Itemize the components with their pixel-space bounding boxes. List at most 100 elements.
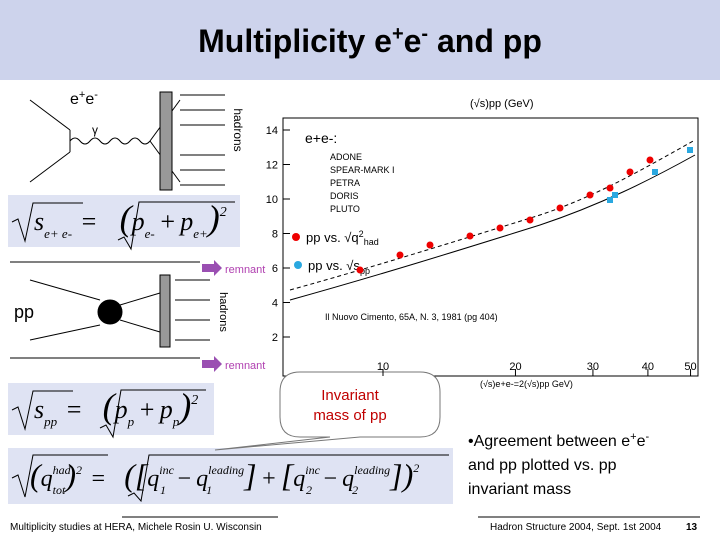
y-tick-label: 6 xyxy=(272,263,278,275)
plot-axis-title: (√s)pp (GeV) xyxy=(470,98,534,110)
t: ] xyxy=(243,457,256,493)
decor-point xyxy=(466,232,474,240)
y-tick-label: 12 xyxy=(266,160,278,172)
t: inc xyxy=(305,463,320,477)
footer-right: Hadron Structure 2004, Sept. 1st 2004 xyxy=(490,522,662,533)
t: = xyxy=(90,466,106,492)
sqrt xyxy=(99,389,206,439)
fit-curve xyxy=(289,154,696,301)
t: q xyxy=(196,466,208,492)
t: ( xyxy=(30,457,43,493)
bullet-line: and pp plotted vs. pp xyxy=(468,457,617,474)
hadrons: hadrons xyxy=(231,108,245,151)
title: Multiplicity e+e- and pp xyxy=(198,23,542,59)
decor-point xyxy=(687,147,693,153)
y-tick-label: 8 xyxy=(272,229,278,241)
arrow xyxy=(202,260,222,276)
plot-x-title: (√s)e+e-=2(√s)pp GeV) xyxy=(480,379,573,389)
page-number: 13 xyxy=(686,522,698,533)
t: pp xyxy=(360,266,370,276)
t: q xyxy=(293,466,305,492)
t: inc xyxy=(159,463,174,477)
t: 2 xyxy=(359,229,364,239)
t: ]) xyxy=(389,457,413,493)
t: s xyxy=(34,395,44,424)
remnant: remnant xyxy=(225,264,265,276)
t: 2 xyxy=(76,463,82,477)
fit-curve xyxy=(289,139,696,291)
legend-item: SPEAR-MARK I xyxy=(330,165,395,175)
decor-point xyxy=(606,184,614,192)
t: had xyxy=(364,237,379,247)
t: e+ xyxy=(193,226,208,241)
t: p xyxy=(127,414,135,429)
legend-item: ADONE xyxy=(330,152,362,162)
formula-ee: se+ e- = (pe- + pe+)2 xyxy=(34,198,227,241)
feynman-pp xyxy=(10,261,210,359)
t: ([ xyxy=(124,457,149,493)
t: 2 xyxy=(413,461,419,475)
t: + xyxy=(159,207,177,236)
decor-point xyxy=(586,191,594,199)
t: [ xyxy=(281,457,295,493)
decor-point xyxy=(526,216,534,224)
ee-label: e+e- xyxy=(70,89,98,108)
decor-point xyxy=(607,197,613,203)
t: 2 xyxy=(306,483,312,497)
y-tick-label: 4 xyxy=(272,298,278,310)
decor-point xyxy=(426,241,434,249)
t: e xyxy=(85,91,94,108)
t: q xyxy=(41,466,53,492)
legend-item: DORIS xyxy=(330,191,359,201)
citation: Il Nuovo Cimento, 65A, N. 3, 1981 (pg 40… xyxy=(325,312,498,322)
t: q xyxy=(147,466,159,492)
t: + xyxy=(138,395,156,424)
t: p xyxy=(178,207,193,236)
t: Multiplicity e xyxy=(198,23,392,59)
t: •Agreement between e xyxy=(468,433,630,450)
feynman-ee xyxy=(29,91,225,191)
t: pp vs. √s xyxy=(308,258,360,273)
formula-box xyxy=(8,195,240,247)
t: s xyxy=(34,207,44,236)
t: e+ e- xyxy=(44,226,72,241)
t: pp xyxy=(43,414,58,429)
x-tick-label: 30 xyxy=(587,361,599,373)
t: tot xyxy=(53,483,66,497)
t: 2 xyxy=(352,483,358,497)
t: p xyxy=(172,414,180,429)
callout-line: mass of pp xyxy=(313,407,386,424)
t: p xyxy=(113,395,128,424)
plot xyxy=(282,117,699,377)
formula-box xyxy=(8,448,453,504)
t: 1 xyxy=(160,483,166,497)
footer-left: Multiplicity studies at HERA, Michele Ro… xyxy=(10,522,262,533)
decor-point xyxy=(496,224,504,232)
formula-q: (qhad tot)2 = ([qinc 1− qleading 1] + [qinc 2− qle… xyxy=(30,457,419,497)
plot-frame xyxy=(282,117,699,377)
gamma: γ xyxy=(92,123,98,137)
x-tick-label: 10 xyxy=(377,361,389,373)
hadrons: hadrons xyxy=(217,292,229,332)
t: e xyxy=(404,23,422,59)
t: e- xyxy=(145,226,155,241)
title-band xyxy=(0,0,720,80)
t: - xyxy=(421,23,428,45)
t: pp vs. √q xyxy=(306,230,359,245)
y-tick-label: 10 xyxy=(266,194,278,206)
decor-point xyxy=(652,169,658,175)
t: - xyxy=(94,89,98,101)
t: ) xyxy=(177,386,191,426)
t: + xyxy=(630,431,636,443)
decor-point xyxy=(356,266,364,274)
t: e xyxy=(637,433,646,450)
y-tick-label: 14 xyxy=(266,125,278,137)
legend-marker xyxy=(292,233,300,241)
decor-point xyxy=(646,156,654,164)
t: leading xyxy=(354,463,390,477)
t: ( xyxy=(120,198,134,238)
decor-point xyxy=(556,204,564,212)
y-tick-label: 2 xyxy=(272,332,278,344)
